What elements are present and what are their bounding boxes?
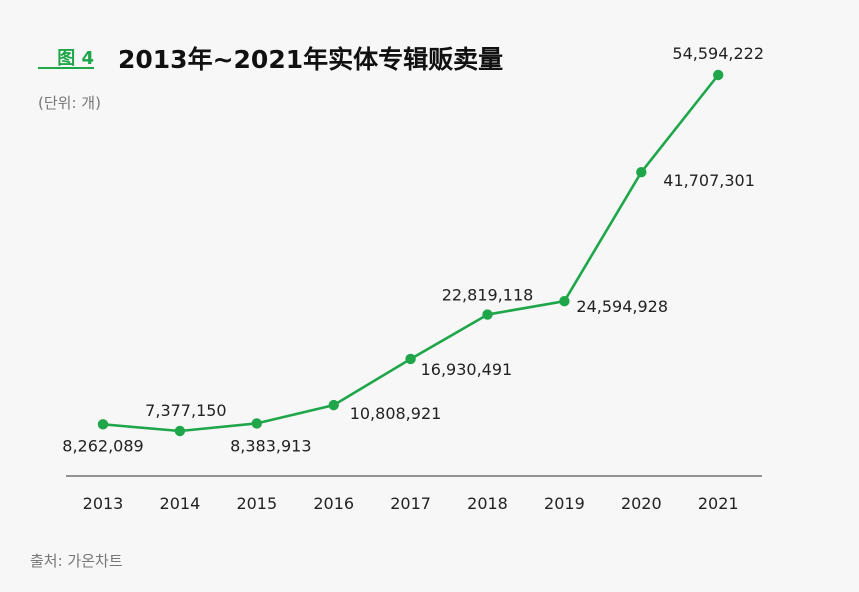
x-tick-label-2013: 2013 [83,494,124,513]
data-point-2020 [636,166,647,178]
x-tick-label-2016: 2016 [313,494,354,513]
x-tick-label-2020: 2020 [621,494,662,513]
source-note: 출처: 가온차트 [30,552,123,570]
data-point-2019 [559,295,570,307]
chart-title: 2013年~2021年实体专辑贩卖量 [118,45,504,74]
unit-note: (단위: 개) [38,94,101,112]
x-tick-label-2014: 2014 [160,494,201,513]
data-label-2019: 24,594,928 [576,297,668,316]
data-label-2021: 54,594,222 [672,44,764,63]
figure-label-underline [38,67,94,69]
series-line [102,74,720,433]
x-tick-label-2015: 2015 [236,494,277,513]
data-point-2021 [713,69,724,81]
data-point-2014 [174,425,186,437]
data-label-2017: 16,930,491 [421,360,513,379]
data-point-2016 [328,399,339,411]
x-tick-label-2017: 2017 [390,494,431,513]
data-point-2018 [482,309,493,320]
data-label-2013: 8,262,089 [62,436,143,455]
x-tick-label-2019: 2019 [544,494,585,513]
data-label-2015: 8,383,913 [230,436,311,455]
data-label-2020: 41,707,301 [663,171,755,190]
x-tick-label-2018: 2018 [467,494,508,513]
x-tick-label-2021: 2021 [698,494,739,513]
data-label-2014: 7,377,150 [145,401,226,420]
data-point-2017 [405,353,416,365]
data-label-2016: 10,808,921 [350,404,442,423]
data-point-2013 [97,419,109,430]
data-label-2018: 22,819,118 [442,286,534,305]
figure-label: 图 4 [57,48,94,69]
data-point-2015 [251,418,262,429]
